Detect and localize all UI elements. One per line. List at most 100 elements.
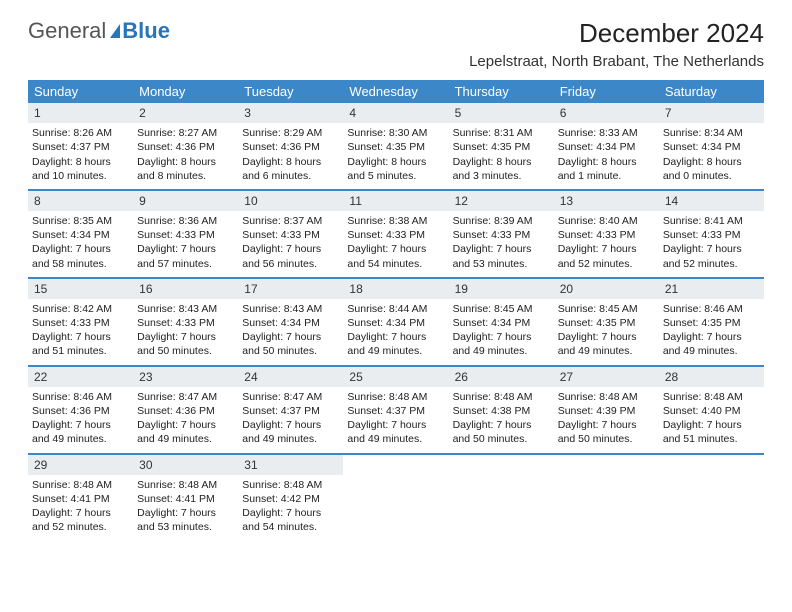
dow-thursday: Thursday <box>449 80 554 103</box>
dow-tuesday: Tuesday <box>238 80 343 103</box>
calendar-day <box>343 455 448 541</box>
sunrise-text: Sunrise: 8:30 AM <box>347 126 444 140</box>
day-number: 5 <box>449 103 554 123</box>
sunset-text: Sunset: 4:33 PM <box>558 228 655 242</box>
day-number: 15 <box>28 279 133 299</box>
day-number: 12 <box>449 191 554 211</box>
day-number: 9 <box>133 191 238 211</box>
calendar-day: 14Sunrise: 8:41 AMSunset: 4:33 PMDayligh… <box>659 191 764 277</box>
daylight-text: and 51 minutes. <box>663 432 760 446</box>
calendar-day: 31Sunrise: 8:48 AMSunset: 4:42 PMDayligh… <box>238 455 343 541</box>
daylight-text: and 58 minutes. <box>32 257 129 271</box>
calendar-day: 28Sunrise: 8:48 AMSunset: 4:40 PMDayligh… <box>659 367 764 453</box>
day-number <box>449 455 554 459</box>
sunrise-text: Sunrise: 8:43 AM <box>242 302 339 316</box>
daylight-text: and 49 minutes. <box>347 432 444 446</box>
daylight-text: Daylight: 8 hours <box>137 155 234 169</box>
sunset-text: Sunset: 4:37 PM <box>32 140 129 154</box>
day-number: 13 <box>554 191 659 211</box>
day-number <box>554 455 659 459</box>
calendar-day: 26Sunrise: 8:48 AMSunset: 4:38 PMDayligh… <box>449 367 554 453</box>
calendar-day: 6Sunrise: 8:33 AMSunset: 4:34 PMDaylight… <box>554 103 659 189</box>
daylight-text: and 52 minutes. <box>663 257 760 271</box>
sunset-text: Sunset: 4:34 PM <box>32 228 129 242</box>
daylight-text: and 49 minutes. <box>242 432 339 446</box>
sunrise-text: Sunrise: 8:41 AM <box>663 214 760 228</box>
sunset-text: Sunset: 4:36 PM <box>137 140 234 154</box>
day-number: 20 <box>554 279 659 299</box>
day-number: 2 <box>133 103 238 123</box>
sunset-text: Sunset: 4:35 PM <box>347 140 444 154</box>
daylight-text: and 53 minutes. <box>137 520 234 534</box>
daylight-text: Daylight: 7 hours <box>558 418 655 432</box>
daylight-text: and 8 minutes. <box>137 169 234 183</box>
day-number <box>659 455 764 459</box>
calendar-day <box>554 455 659 541</box>
sunset-text: Sunset: 4:34 PM <box>453 316 550 330</box>
logo-triangle-icon <box>110 24 120 38</box>
sunrise-text: Sunrise: 8:31 AM <box>453 126 550 140</box>
daylight-text: Daylight: 7 hours <box>558 242 655 256</box>
daylight-text: and 57 minutes. <box>137 257 234 271</box>
calendar-week: 22Sunrise: 8:46 AMSunset: 4:36 PMDayligh… <box>28 365 764 453</box>
calendar-day: 8Sunrise: 8:35 AMSunset: 4:34 PMDaylight… <box>28 191 133 277</box>
sunset-text: Sunset: 4:37 PM <box>242 404 339 418</box>
sunset-text: Sunset: 4:34 PM <box>663 140 760 154</box>
daylight-text: and 6 minutes. <box>242 169 339 183</box>
sunset-text: Sunset: 4:33 PM <box>663 228 760 242</box>
calendar-day: 18Sunrise: 8:44 AMSunset: 4:34 PMDayligh… <box>343 279 448 365</box>
daylight-text: Daylight: 7 hours <box>242 330 339 344</box>
sunset-text: Sunset: 4:34 PM <box>347 316 444 330</box>
dow-sunday: Sunday <box>28 80 133 103</box>
day-number: 24 <box>238 367 343 387</box>
sunset-text: Sunset: 4:33 PM <box>32 316 129 330</box>
calendar-day: 4Sunrise: 8:30 AMSunset: 4:35 PMDaylight… <box>343 103 448 189</box>
sunset-text: Sunset: 4:33 PM <box>137 316 234 330</box>
calendar-day: 7Sunrise: 8:34 AMSunset: 4:34 PMDaylight… <box>659 103 764 189</box>
sunset-text: Sunset: 4:35 PM <box>663 316 760 330</box>
daylight-text: and 1 minute. <box>558 169 655 183</box>
calendar-day: 24Sunrise: 8:47 AMSunset: 4:37 PMDayligh… <box>238 367 343 453</box>
calendar-week: 1Sunrise: 8:26 AMSunset: 4:37 PMDaylight… <box>28 103 764 189</box>
sunrise-text: Sunrise: 8:34 AM <box>663 126 760 140</box>
dow-monday: Monday <box>133 80 238 103</box>
day-number: 25 <box>343 367 448 387</box>
sunset-text: Sunset: 4:34 PM <box>558 140 655 154</box>
daylight-text: Daylight: 7 hours <box>137 242 234 256</box>
sunrise-text: Sunrise: 8:35 AM <box>32 214 129 228</box>
day-number: 19 <box>449 279 554 299</box>
day-number: 14 <box>659 191 764 211</box>
day-number: 18 <box>343 279 448 299</box>
calendar-day: 9Sunrise: 8:36 AMSunset: 4:33 PMDaylight… <box>133 191 238 277</box>
sunrise-text: Sunrise: 8:42 AM <box>32 302 129 316</box>
sunset-text: Sunset: 4:33 PM <box>242 228 339 242</box>
calendar-day: 22Sunrise: 8:46 AMSunset: 4:36 PMDayligh… <box>28 367 133 453</box>
sunset-text: Sunset: 4:37 PM <box>347 404 444 418</box>
calendar-week: 15Sunrise: 8:42 AMSunset: 4:33 PMDayligh… <box>28 277 764 365</box>
daylight-text: Daylight: 7 hours <box>347 242 444 256</box>
daylight-text: Daylight: 8 hours <box>453 155 550 169</box>
calendar-day: 2Sunrise: 8:27 AMSunset: 4:36 PMDaylight… <box>133 103 238 189</box>
weeks-container: 1Sunrise: 8:26 AMSunset: 4:37 PMDaylight… <box>28 103 764 540</box>
daylight-text: Daylight: 8 hours <box>242 155 339 169</box>
sunrise-text: Sunrise: 8:44 AM <box>347 302 444 316</box>
location-text: Lepelstraat, North Brabant, The Netherla… <box>469 53 764 70</box>
daylight-text: and 5 minutes. <box>347 169 444 183</box>
calendar-day: 5Sunrise: 8:31 AMSunset: 4:35 PMDaylight… <box>449 103 554 189</box>
dow-friday: Friday <box>554 80 659 103</box>
day-number: 3 <box>238 103 343 123</box>
daylight-text: Daylight: 7 hours <box>242 418 339 432</box>
sunset-text: Sunset: 4:33 PM <box>453 228 550 242</box>
daylight-text: Daylight: 7 hours <box>32 506 129 520</box>
day-number: 10 <box>238 191 343 211</box>
logo: General Blue <box>28 18 170 44</box>
daylight-text: Daylight: 7 hours <box>32 330 129 344</box>
sunrise-text: Sunrise: 8:37 AM <box>242 214 339 228</box>
daylight-text: and 0 minutes. <box>663 169 760 183</box>
daylight-text: and 54 minutes. <box>347 257 444 271</box>
sunrise-text: Sunrise: 8:29 AM <box>242 126 339 140</box>
sunset-text: Sunset: 4:38 PM <box>453 404 550 418</box>
calendar-day: 17Sunrise: 8:43 AMSunset: 4:34 PMDayligh… <box>238 279 343 365</box>
daylight-text: Daylight: 7 hours <box>453 242 550 256</box>
daylight-text: and 3 minutes. <box>453 169 550 183</box>
